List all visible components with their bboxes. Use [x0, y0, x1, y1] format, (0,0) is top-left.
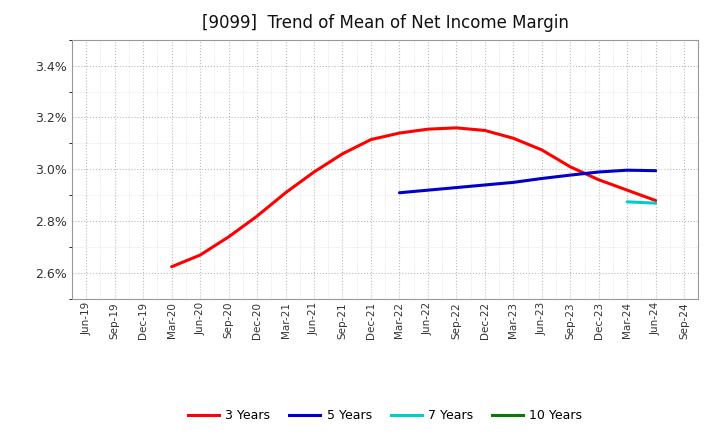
5 Years: [509, 180, 518, 185]
3 Years: [225, 234, 233, 239]
3 Years: [282, 190, 290, 195]
3 Years: [167, 264, 176, 269]
3 Years: [196, 253, 204, 258]
3 Years: [652, 198, 660, 203]
Line: 7 Years: 7 Years: [627, 202, 656, 203]
3 Years: [566, 164, 575, 169]
Legend: 3 Years, 5 Years, 7 Years, 10 Years: 3 Years, 5 Years, 7 Years, 10 Years: [183, 404, 588, 427]
3 Years: [537, 147, 546, 153]
3 Years: [623, 187, 631, 193]
5 Years: [595, 169, 603, 175]
Line: 5 Years: 5 Years: [400, 170, 656, 193]
3 Years: [423, 127, 432, 132]
3 Years: [595, 177, 603, 183]
5 Years: [452, 185, 461, 190]
3 Years: [253, 213, 261, 219]
Line: 3 Years: 3 Years: [171, 128, 656, 267]
5 Years: [480, 182, 489, 187]
5 Years: [566, 172, 575, 178]
3 Years: [395, 130, 404, 136]
Title: [9099]  Trend of Mean of Net Income Margin: [9099] Trend of Mean of Net Income Margi…: [202, 15, 569, 33]
7 Years: [623, 199, 631, 205]
7 Years: [652, 201, 660, 206]
3 Years: [310, 169, 318, 175]
3 Years: [509, 136, 518, 141]
5 Years: [395, 190, 404, 195]
5 Years: [423, 187, 432, 193]
3 Years: [366, 137, 375, 142]
3 Years: [338, 151, 347, 157]
3 Years: [480, 128, 489, 133]
5 Years: [537, 176, 546, 181]
5 Years: [623, 168, 631, 173]
3 Years: [452, 125, 461, 131]
5 Years: [652, 168, 660, 173]
